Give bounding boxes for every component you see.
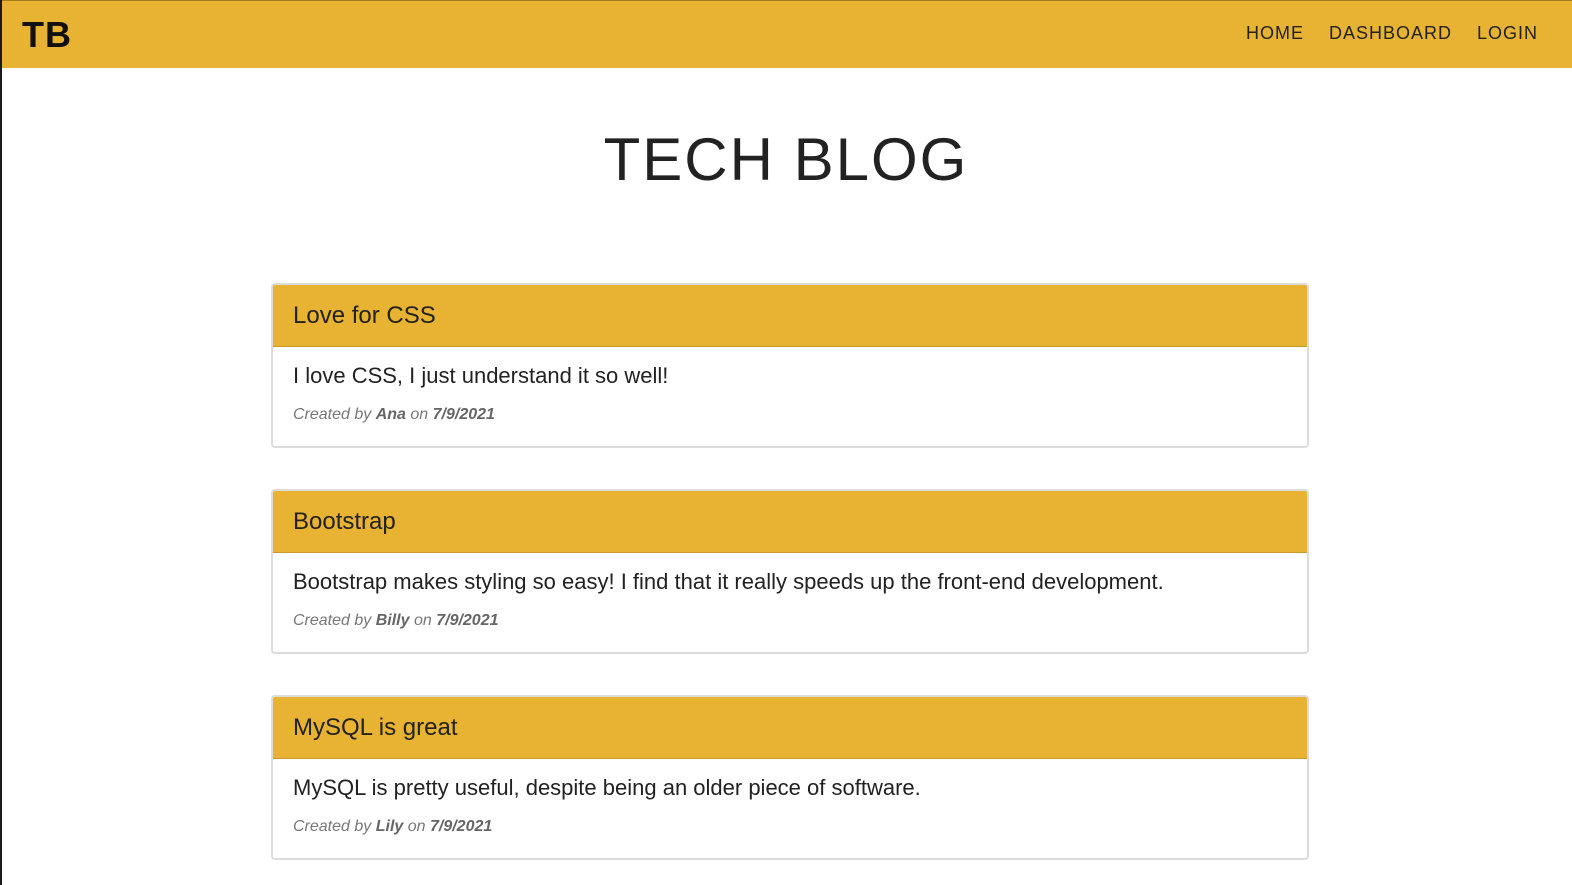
post-on-label: on	[407, 818, 426, 835]
page-title: TECH BLOG	[603, 126, 969, 193]
post-card: MySQL is great MySQL is pretty useful, d…	[271, 695, 1309, 860]
post-author: Ana	[375, 406, 406, 423]
nav-links: HOME DASHBOARD LOGIN	[1246, 21, 1538, 45]
post-meta: Created by Ana on 7/9/2021	[293, 405, 1287, 425]
post-card: Bootstrap Bootstrap makes styling so eas…	[271, 489, 1309, 654]
post-body: I love CSS, I just understand it so well…	[273, 347, 1307, 425]
window-left-edge	[0, 0, 2, 885]
post-list: Love for CSS I love CSS, I just understa…	[271, 283, 1309, 885]
post-meta: Created by Lily on 7/9/2021	[293, 817, 1287, 837]
navbar: TB HOME DASHBOARD LOGIN	[2, 0, 1572, 68]
post-title[interactable]: MySQL is great	[293, 713, 458, 741]
nav-link-dashboard[interactable]: DASHBOARD	[1328, 23, 1452, 43]
post-content: Bootstrap makes styling so easy! I find …	[293, 569, 1164, 594]
post-card: Love for CSS I love CSS, I just understa…	[271, 283, 1309, 448]
post-created-by-label: Created by	[293, 612, 372, 629]
post-on-label: on	[410, 406, 429, 423]
post-date: 7/9/2021	[436, 612, 499, 629]
brand-logo-link[interactable]: TB	[22, 14, 72, 55]
post-author: Billy	[375, 612, 410, 629]
post-header: Love for CSS	[273, 285, 1307, 347]
post-content: MySQL is pretty useful, despite being an…	[293, 775, 921, 800]
post-header: Bootstrap	[273, 491, 1307, 553]
post-header: MySQL is great	[273, 697, 1307, 759]
post-body: MySQL is pretty useful, despite being an…	[273, 759, 1307, 837]
post-date: 7/9/2021	[429, 818, 493, 835]
post-body: Bootstrap makes styling so easy! I find …	[273, 553, 1307, 631]
post-on-label: on	[413, 612, 432, 629]
post-title[interactable]: Bootstrap	[293, 507, 396, 535]
post-author: Lily	[375, 818, 404, 835]
post-created-by-label: Created by	[293, 406, 372, 423]
post-meta: Created by Billy on 7/9/2021	[293, 611, 1287, 631]
post-created-by-label: Created by	[293, 818, 372, 835]
post-date: 7/9/2021	[432, 406, 495, 423]
post-content: I love CSS, I just understand it so well…	[293, 363, 669, 388]
nav-link-home[interactable]: HOME	[1245, 23, 1304, 43]
nav-link-login[interactable]: LOGIN	[1476, 23, 1538, 43]
post-title[interactable]: Love for CSS	[293, 301, 436, 329]
